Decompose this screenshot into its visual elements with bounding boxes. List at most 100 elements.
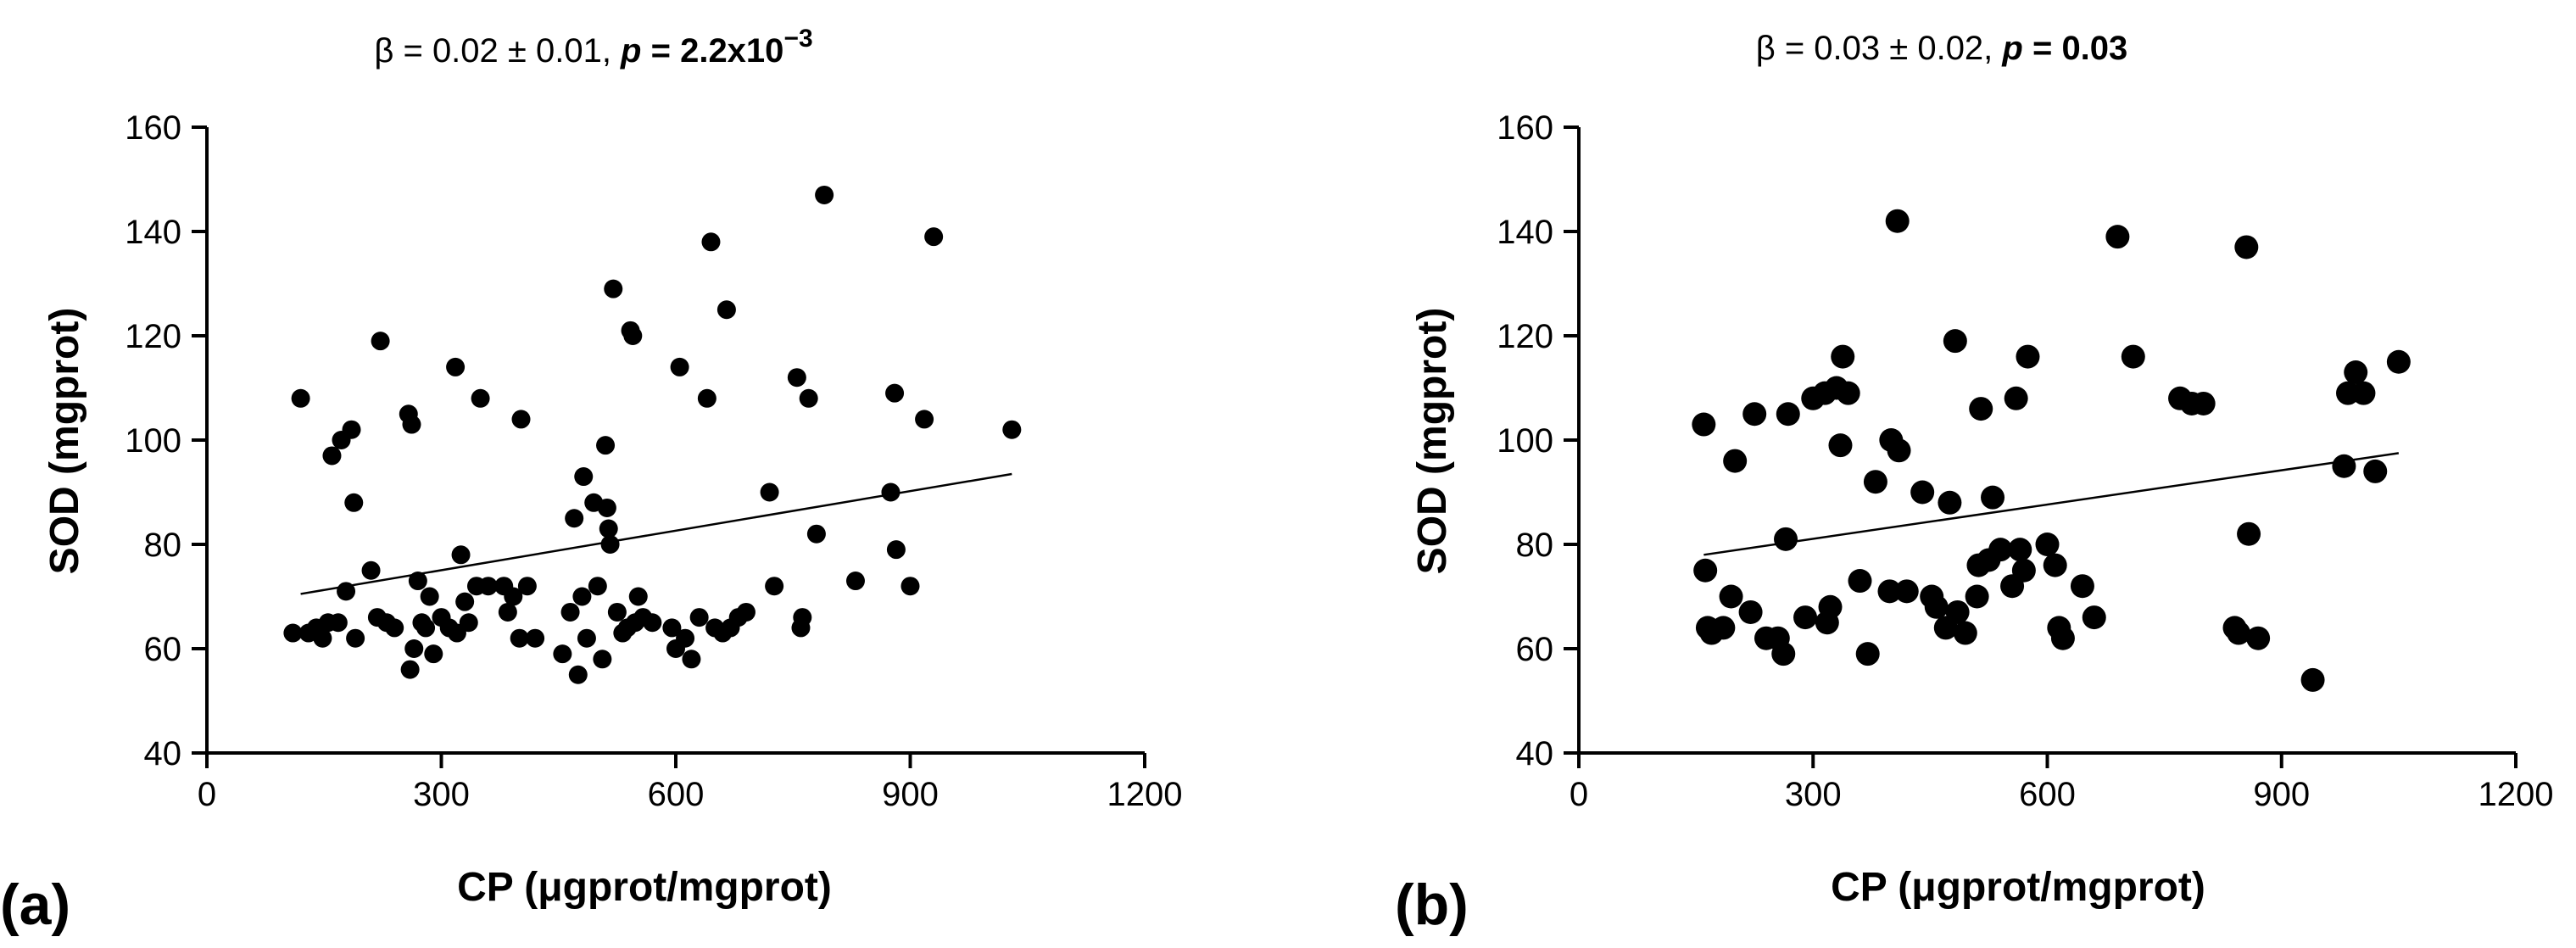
panel-b-data-point	[2300, 667, 2325, 692]
panel-a-data-point	[402, 415, 421, 434]
panel-b-points	[1692, 209, 2411, 692]
panel-b-data-point	[1776, 402, 1800, 427]
panel-a-data-point	[526, 628, 545, 648]
panel-a-data-point	[498, 602, 517, 622]
panel-b-data-point	[2363, 459, 2388, 483]
panel-a-data-point	[623, 326, 643, 345]
panel-b-data-point	[1953, 621, 1977, 645]
panel-a-data-point	[361, 560, 381, 580]
panel-b-y-tick-label: 100	[1497, 422, 1553, 460]
panel-b-data-point	[2035, 533, 2060, 556]
panel-b-data-point	[2351, 381, 2376, 405]
panel-b-data-point	[1771, 642, 1796, 666]
panel-b-data-point	[2344, 360, 2368, 385]
panel-a-data-point	[697, 388, 716, 408]
panel-b-y-tick-label: 60	[1516, 631, 1554, 668]
panel-a-data-point	[915, 410, 934, 429]
panel-a-data-point	[455, 592, 475, 611]
panel-b-data-point	[1938, 490, 1962, 515]
panel-a-data-point	[574, 467, 594, 487]
panel-a-y-tick-label: 80	[144, 527, 182, 564]
panel-a-data-point	[924, 227, 944, 247]
panel-b-data-point	[2237, 521, 2261, 546]
panel-b-data-point	[1836, 381, 1860, 405]
panel-a-y-tick-label: 120	[125, 318, 181, 355]
panel-a-data-point	[670, 357, 689, 376]
panel-a-data-point	[845, 572, 865, 591]
panel-a-data-point	[568, 665, 588, 684]
panel-a-data-point	[760, 482, 779, 502]
panel-b-data-point	[2004, 386, 2028, 410]
panel-a-data-point	[517, 577, 537, 596]
panel-a-data-point	[588, 577, 607, 596]
panel-a-x-tick-label: 1200	[1107, 776, 1183, 813]
panel-b-data-point	[1943, 329, 1967, 354]
panel-a-data-point	[459, 613, 478, 633]
panel-b-data-point	[2050, 626, 2075, 650]
panel-a-data-point	[400, 660, 420, 679]
panel-a-regression-line	[300, 472, 1012, 595]
panel-a-data-point	[511, 410, 531, 429]
panel-b-data-point	[1910, 480, 1935, 505]
panel-b-y-tick-label: 140	[1497, 214, 1553, 251]
panel-a-data-point	[607, 602, 627, 622]
panel-a-data-point	[553, 644, 572, 664]
panel-a-data-point	[510, 628, 529, 648]
panel-b-data-point	[2386, 349, 2411, 374]
panel-b-regression-line	[1703, 452, 2400, 556]
panel-b-x-tick-label: 900	[2253, 776, 2310, 813]
panel-a-data-point	[385, 618, 404, 638]
panel-a-y-tick-label: 60	[144, 631, 182, 668]
panel-b-x-tick-label: 600	[2019, 776, 2076, 813]
panel-b-x-tick-label: 1200	[2478, 776, 2554, 813]
panel-b-data-point	[1855, 642, 1880, 666]
panel-a-data-point	[577, 628, 596, 648]
panel-b-data-point	[1723, 449, 1748, 473]
panel-b-data-point	[2008, 538, 2032, 562]
panel-a-data-point	[736, 602, 756, 622]
panel-b-data-point	[2121, 344, 2145, 369]
panel-a-data-point	[342, 420, 361, 439]
panel-a-data-point	[765, 577, 784, 596]
panel-b-data-point	[2082, 605, 2106, 630]
panel-a-data-point	[328, 613, 348, 633]
panel-a-data-point	[478, 577, 498, 596]
panel-b-data-point	[2011, 558, 2036, 583]
panel-b-data-point	[2234, 235, 2259, 259]
panel-a-data-point	[1002, 420, 1022, 439]
panel-b-x-tick-label: 0	[1570, 776, 1588, 813]
panel-b-data-point	[1863, 470, 1887, 494]
panel-b-data-point	[1887, 438, 1911, 463]
panel-a-y-tick-label: 160	[125, 109, 181, 147]
panel-a-x-tick-label: 900	[882, 776, 939, 813]
panel-b-data-point	[1828, 433, 1853, 458]
panel-b-data-point	[1692, 412, 1716, 437]
panel-a-data-point	[643, 613, 662, 633]
panel-b-data-point	[2105, 225, 2130, 249]
panel-a-data-point	[322, 446, 342, 466]
panel-a-data-point	[560, 602, 580, 622]
panel-a-data-point	[371, 332, 390, 351]
panel-b: β = 0.03 ± 0.02, p = 0.03 40 60 80 100 120 14…	[1395, 30, 2553, 937]
panel-a-data-point	[420, 587, 439, 606]
panel-a-data-point	[416, 618, 436, 638]
panel-a-data-point	[815, 185, 834, 204]
panel-a-y-axis-title: SOD (mgprot)	[42, 308, 87, 575]
panel-b-data-point	[1711, 616, 1736, 640]
panel-a-data-point	[716, 300, 736, 320]
panel-b-data-point	[1981, 485, 2005, 510]
panel-a-data-point	[628, 587, 648, 606]
panel-a-data-point	[572, 587, 592, 606]
panel-b-y-tick-label: 120	[1497, 318, 1553, 355]
panel-b-data-point	[2246, 626, 2271, 650]
panel-b-data-point	[1988, 538, 2013, 562]
panel-b-data-point	[1693, 558, 1718, 583]
panel-b-data-point	[1774, 527, 1798, 551]
panel-a-data-point	[408, 572, 427, 591]
panel-a-data-point	[504, 587, 523, 606]
panel-a-data-point	[346, 628, 365, 648]
panel-a-data-point	[471, 388, 490, 408]
panel-b-data-point	[1818, 594, 1843, 619]
panel-a-data-point	[344, 493, 364, 512]
panel-b-ticks: 40 60 80 100 120 140 160 0 300 600 900 1200	[1497, 109, 2553, 813]
